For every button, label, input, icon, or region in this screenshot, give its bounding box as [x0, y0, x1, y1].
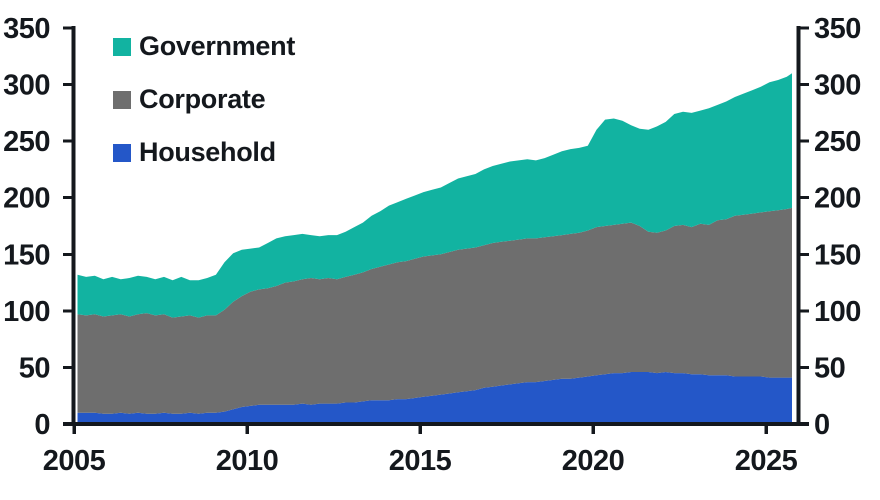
y-tick-label-left-350: 350: [3, 13, 50, 45]
legend-label-corporate: Corporate: [139, 84, 266, 114]
x-tick-label-2010: 2010: [216, 445, 279, 477]
y-tick-label-right-150: 150: [814, 239, 861, 271]
x-tick-label-2005: 2005: [43, 445, 106, 477]
y-tick-label-right-250: 250: [814, 126, 861, 158]
legend-swatch-household: [113, 143, 131, 162]
y-tick-label-left-150: 150: [3, 239, 50, 271]
y-tick-label-left-50: 50: [19, 352, 50, 384]
y-tick-label-left-300: 300: [3, 70, 50, 102]
y-tick-label-left-100: 100: [3, 296, 50, 328]
y-tick-label-left-250: 250: [3, 126, 50, 158]
legend-item-corporate: Corporate: [113, 84, 295, 115]
legend-item-government: Government: [113, 31, 295, 62]
y-tick-label-right-50: 50: [814, 352, 845, 384]
legend-label-household: Household: [139, 137, 276, 167]
x-tick-label-2015: 2015: [389, 445, 452, 477]
chart-legend: Government Corporate Household: [113, 31, 295, 168]
legend-swatch-government: [113, 37, 131, 56]
legend-label-government: Government: [139, 31, 296, 61]
y-tick-label-right-300: 300: [814, 70, 861, 102]
legend-swatch-corporate: [113, 90, 131, 109]
area-corporate: [77, 207, 792, 414]
y-tick-label-right-200: 200: [814, 183, 861, 215]
x-tick-label-2025: 2025: [735, 445, 798, 477]
x-tick-label-2020: 2020: [562, 445, 625, 477]
area-government: [77, 73, 792, 318]
y-tick-label-left-0: 0: [34, 409, 50, 441]
y-tick-label-right-0: 0: [814, 409, 830, 441]
area-household: [77, 372, 792, 424]
y-tick-label-left-200: 200: [3, 183, 50, 215]
y-tick-label-right-100: 100: [814, 296, 861, 328]
legend-item-household: Household: [113, 137, 295, 168]
axes: [63, 26, 809, 434]
y-tick-label-right-350: 350: [814, 13, 861, 45]
